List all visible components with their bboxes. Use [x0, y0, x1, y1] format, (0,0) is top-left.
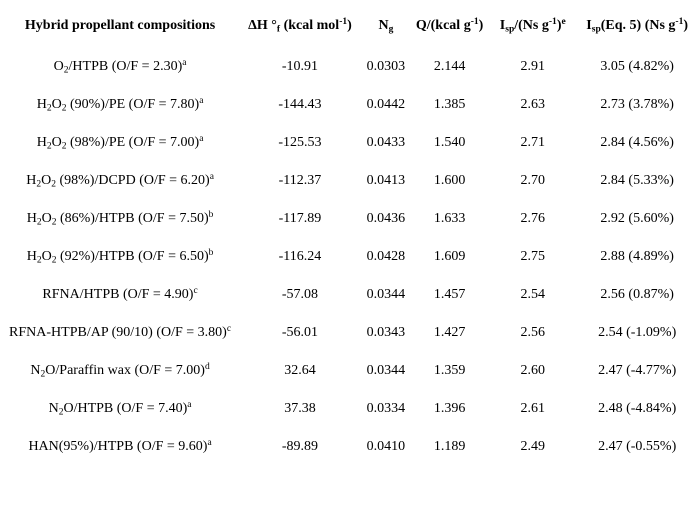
table-row: N2O/HTPB (O/F = 7.40)a 37.38 0.0334 1.39… — [0, 390, 696, 428]
header-isp-eq5: Isp(Eq. 5) (Ns g-1) — [586, 17, 689, 35]
ng-cell: 0.0334 — [366, 401, 406, 417]
isp-cell: 2.63 — [520, 97, 546, 113]
q-cell: 1.609 — [433, 249, 466, 265]
composition-cell: H2O2 (92%)/HTPB (O/F = 6.50)b — [26, 248, 214, 266]
q-cell: 1.633 — [433, 211, 466, 227]
isp-eq5-cell: 3.05 (4.82%) — [600, 59, 674, 75]
q-cell: 1.385 — [433, 97, 466, 113]
table-row: RFNA/HTPB (O/F = 4.90)c -57.08 0.0344 1.… — [0, 276, 696, 314]
q-cell: 1.600 — [433, 173, 466, 189]
isp-eq5-cell: 2.73 (3.78%) — [600, 97, 674, 113]
isp-cell: 2.76 — [520, 211, 546, 227]
heat-of-formation-cell: -112.37 — [278, 173, 322, 189]
table-row: H2O2 (86%)/HTPB (O/F = 7.50)b -117.89 0.… — [0, 200, 696, 238]
table-row: O2/HTPB (O/F = 2.30)a -10.91 0.0303 2.14… — [0, 48, 696, 86]
header-isp: Isp/(Ns g-1)e — [499, 17, 566, 35]
ng-cell: 0.0442 — [366, 97, 406, 113]
q-cell: 1.189 — [433, 439, 466, 455]
q-cell: 1.427 — [433, 325, 466, 341]
composition-cell: HAN(95%)/HTPB (O/F = 9.60)a — [28, 438, 212, 455]
ng-cell: 0.0428 — [366, 249, 406, 265]
table-body: O2/HTPB (O/F = 2.30)a -10.91 0.0303 2.14… — [0, 48, 696, 466]
heat-of-formation-cell: -125.53 — [278, 135, 322, 151]
composition-cell: RFNA-HTPB/AP (90/10) (O/F = 3.80)c — [9, 324, 232, 341]
isp-eq5-cell: 2.84 (4.56%) — [600, 135, 674, 151]
q-cell: 1.359 — [433, 363, 466, 379]
heat-of-formation-cell: -56.01 — [281, 325, 319, 341]
isp-cell: 2.71 — [520, 135, 546, 151]
q-cell: 1.457 — [433, 287, 466, 303]
isp-eq5-cell: 2.56 (0.87%) — [600, 287, 674, 303]
q-cell: 2.144 — [433, 59, 466, 75]
ng-cell: 0.0436 — [366, 211, 406, 227]
header-ng: Ng — [378, 18, 394, 35]
composition-cell: O2/HTPB (O/F = 2.30)a — [53, 58, 187, 76]
heat-of-formation-cell: -57.08 — [281, 287, 319, 303]
isp-eq5-cell: 2.92 (5.60%) — [600, 211, 674, 227]
header-composition: Hybrid propellant compositions — [24, 18, 216, 34]
heat-of-formation-cell: -116.24 — [278, 249, 322, 265]
heat-of-formation-cell: 32.64 — [284, 363, 316, 379]
table-row: H2O2 (98%)/PE (O/F = 7.00)a -125.53 0.04… — [0, 124, 696, 162]
composition-cell: H2O2 (98%)/PE (O/F = 7.00)a — [36, 134, 204, 152]
ng-cell: 0.0413 — [366, 173, 406, 189]
ng-cell: 0.0344 — [366, 363, 406, 379]
heat-of-formation-cell: -117.89 — [278, 211, 322, 227]
ng-cell: 0.0303 — [366, 59, 406, 75]
q-cell: 1.396 — [433, 401, 466, 417]
isp-cell: 2.54 — [520, 287, 546, 303]
isp-eq5-cell: 2.88 (4.89%) — [600, 249, 674, 265]
isp-cell: 2.91 — [520, 59, 546, 75]
table-row: RFNA-HTPB/AP (90/10) (O/F = 3.80)c -56.0… — [0, 314, 696, 352]
isp-cell: 2.49 — [520, 439, 546, 455]
isp-eq5-cell: 2.47 (-4.77%) — [598, 363, 677, 379]
q-cell: 1.540 — [433, 135, 466, 151]
table-row: H2O2 (92%)/HTPB (O/F = 6.50)b -116.24 0.… — [0, 238, 696, 276]
header-q: Q/(kcal g-1) — [415, 17, 484, 34]
header-row: Hybrid propellant compositions ΔH °f (kc… — [0, 4, 696, 48]
composition-cell: H2O2 (86%)/HTPB (O/F = 7.50)b — [26, 210, 214, 228]
table-row: H2O2 (90%)/PE (O/F = 7.80)a -144.43 0.04… — [0, 86, 696, 124]
header-heat-of-formation: ΔH °f (kcal mol-1) — [248, 17, 352, 35]
composition-cell: H2O2 (90%)/PE (O/F = 7.80)a — [36, 96, 204, 114]
table-row: H2O2 (98%)/DCPD (O/F = 6.20)a -112.37 0.… — [0, 162, 696, 200]
isp-cell: 2.56 — [520, 325, 546, 341]
isp-cell: 2.60 — [520, 363, 546, 379]
composition-cell: H2O2 (98%)/DCPD (O/F = 6.20)a — [26, 172, 214, 190]
heat-of-formation-cell: -10.91 — [281, 59, 319, 75]
propellant-table: Hybrid propellant compositions ΔH °f (kc… — [0, 4, 696, 466]
isp-cell: 2.70 — [520, 173, 546, 189]
ng-cell: 0.0410 — [366, 439, 406, 455]
isp-eq5-cell: 2.84 (5.33%) — [600, 173, 674, 189]
ng-cell: 0.0344 — [366, 287, 406, 303]
ng-cell: 0.0433 — [366, 135, 406, 151]
composition-cell: RFNA/HTPB (O/F = 4.90)c — [42, 286, 198, 303]
heat-of-formation-cell: 37.38 — [284, 401, 316, 417]
isp-cell: 2.75 — [520, 249, 546, 265]
composition-cell: N2O/Paraffin wax (O/F = 7.00)d — [30, 362, 210, 380]
composition-cell: N2O/HTPB (O/F = 7.40)a — [48, 400, 192, 418]
table-row: N2O/Paraffin wax (O/F = 7.00)d 32.64 0.0… — [0, 352, 696, 390]
isp-cell: 2.61 — [520, 401, 546, 417]
isp-eq5-cell: 2.47 (-0.55%) — [598, 439, 677, 455]
isp-eq5-cell: 2.48 (-4.84%) — [598, 401, 677, 417]
ng-cell: 0.0343 — [366, 325, 406, 341]
isp-eq5-cell: 2.54 (-1.09%) — [598, 325, 677, 341]
table-row: HAN(95%)/HTPB (O/F = 9.60)a -89.89 0.041… — [0, 428, 696, 466]
heat-of-formation-cell: -89.89 — [281, 439, 319, 455]
heat-of-formation-cell: -144.43 — [278, 97, 322, 113]
